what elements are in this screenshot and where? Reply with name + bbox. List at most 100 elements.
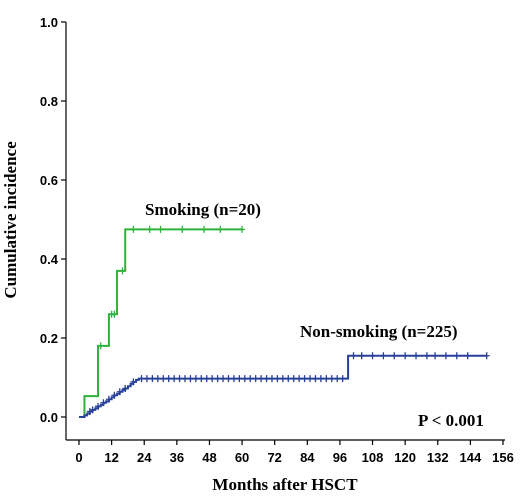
x-tick-label: 156 — [492, 450, 514, 465]
censor-mark — [323, 375, 330, 383]
censor-mark — [285, 375, 292, 383]
censor-mark — [201, 225, 208, 233]
x-tick-label: 0 — [75, 450, 82, 465]
censor-mark — [350, 352, 357, 360]
censor-mark — [241, 375, 248, 383]
censor-mark — [95, 402, 102, 410]
x-tick-label: 48 — [202, 450, 216, 465]
censor-mark — [296, 375, 303, 383]
x-tick-label: 120 — [394, 450, 416, 465]
censor-mark — [154, 375, 161, 383]
x-tick-label: 108 — [362, 450, 384, 465]
y-tick-label: 0.2 — [40, 331, 58, 346]
x-tick-label: 132 — [427, 450, 449, 465]
series-label-non-smoking: Non-smoking (n=225) — [300, 322, 458, 341]
x-tick-label: 144 — [460, 450, 482, 465]
censor-mark — [220, 375, 227, 383]
x-tick-label: 24 — [137, 450, 152, 465]
censor-mark — [179, 225, 186, 233]
censor-mark — [252, 375, 259, 383]
censor-mark — [274, 375, 281, 383]
y-tick-label: 0.8 — [40, 94, 58, 109]
censor-mark — [171, 375, 178, 383]
censor-mark — [402, 352, 409, 360]
y-tick-label: 0.6 — [40, 173, 58, 188]
censor-mark — [239, 225, 246, 233]
censor-mark — [100, 399, 107, 407]
censor-mark — [111, 391, 118, 399]
series-label-smoking: Smoking (n=20) — [145, 200, 261, 219]
censor-mark — [146, 225, 153, 233]
censor-mark — [143, 375, 150, 383]
censor-mark — [258, 375, 265, 383]
series-0 — [79, 225, 246, 418]
censor-mark — [312, 375, 319, 383]
censor-mark — [317, 375, 324, 383]
x-tick-label: 36 — [170, 450, 184, 465]
series-layer — [79, 225, 490, 418]
censor-mark — [198, 375, 205, 383]
censor-mark — [391, 352, 398, 360]
censor-mark — [214, 375, 221, 383]
censor-mark — [263, 375, 270, 383]
censor-mark — [182, 375, 188, 383]
censor-mark — [301, 375, 308, 383]
y-tick-label: 0.0 — [40, 410, 58, 425]
x-tick-label: 72 — [267, 450, 281, 465]
censor-mark — [225, 375, 232, 383]
p-value-annotation: P < 0.001 — [418, 411, 484, 430]
censor-mark — [358, 352, 365, 360]
x-tick-label: 84 — [300, 450, 315, 465]
censor-mark — [116, 388, 123, 396]
y-tick-label: 0.4 — [40, 252, 59, 267]
censor-mark — [119, 267, 126, 275]
series-line — [79, 228, 243, 418]
censor-mark — [160, 375, 167, 383]
censor-mark — [203, 375, 210, 383]
censor-mark — [157, 225, 164, 233]
axes: 0.0 0.2 0.4 0.6 0.8 1.0 0 12 24 36 48 60 72 84 96 108 1… — [40, 15, 514, 465]
censor-mark — [122, 385, 129, 393]
censor-mark — [230, 375, 237, 383]
censor-mark — [369, 352, 376, 360]
censor-mark — [130, 378, 137, 386]
censor-mark — [105, 395, 112, 403]
censor-mark — [111, 310, 118, 318]
censor-mark — [380, 352, 387, 360]
censor-mark — [176, 375, 183, 383]
x-tick-label: 12 — [104, 450, 118, 465]
censor-mark — [290, 375, 297, 383]
censor-mark — [209, 375, 216, 383]
censor-mark — [483, 352, 490, 360]
censor-mark — [339, 375, 346, 383]
censor-mark — [89, 406, 96, 414]
series-line — [79, 354, 487, 418]
censor-mark — [149, 375, 156, 383]
x-ticks: 0 12 24 36 48 60 72 84 96 108 120 132 144 156 — [75, 440, 514, 465]
censor-mark — [464, 352, 471, 360]
x-tick-label: 60 — [235, 450, 249, 465]
y-tick-label: 1.0 — [40, 15, 58, 30]
censor-mark — [165, 375, 172, 383]
censor-mark — [268, 375, 275, 383]
censor-mark — [236, 375, 243, 383]
y-axis-title: Cumulative incidence — [1, 141, 20, 299]
censor-mark — [130, 225, 137, 233]
censor-mark — [328, 375, 335, 383]
censor-mark — [334, 375, 341, 383]
censor-mark — [413, 352, 420, 360]
series-1 — [79, 352, 490, 418]
censor-mark — [453, 352, 460, 360]
censor-mark — [432, 352, 439, 360]
censor-mark — [97, 342, 104, 350]
censor-mark — [138, 375, 145, 383]
censor-mark — [423, 352, 430, 360]
x-tick-label: 96 — [333, 450, 347, 465]
censor-mark — [217, 225, 224, 233]
censor-mark — [279, 375, 286, 383]
y-ticks: 0.0 0.2 0.4 0.6 0.8 1.0 — [40, 15, 66, 425]
censor-mark — [192, 375, 199, 383]
censor-mark — [307, 375, 314, 383]
